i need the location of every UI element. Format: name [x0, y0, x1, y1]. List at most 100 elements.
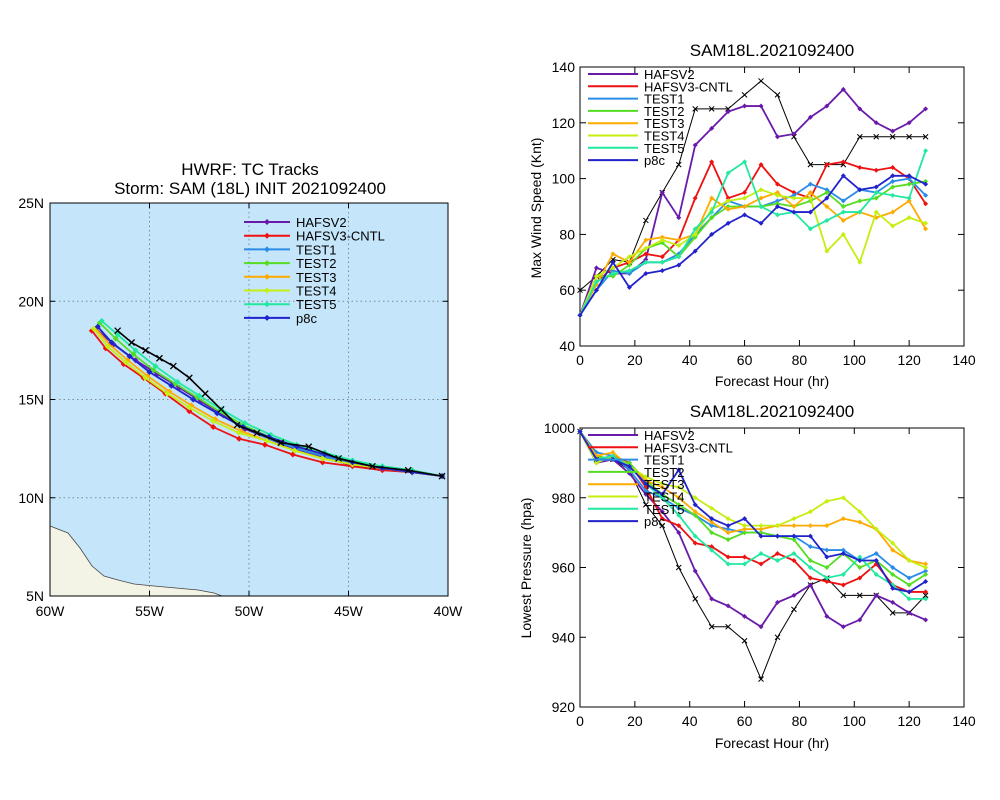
- pressure-point-best: [725, 623, 731, 630]
- track-point-best: [114, 327, 122, 335]
- wind-point-best: [873, 133, 880, 140]
- pressure-point-test1: [906, 575, 912, 581]
- wind-point-test5: [890, 192, 896, 198]
- longitude-tick-label: 55W: [135, 603, 165, 619]
- wind-point-test2: [906, 181, 912, 187]
- wind-point-test5: [725, 170, 731, 176]
- track-point-best: [169, 362, 177, 370]
- legend-marker-test2: [264, 260, 270, 267]
- legend-label-hafsv3-cntl: HAFSV3-CNTL: [644, 79, 733, 94]
- wind-point-hafsv2: [676, 215, 682, 221]
- pressure-point-test5: [923, 596, 929, 602]
- pressure-point-test4: [709, 505, 715, 511]
- track-point-best: [155, 354, 163, 362]
- wind-point-hafsv3-cntl: [725, 195, 731, 201]
- pressure-point-test2: [923, 571, 929, 577]
- pressure-point-best: [675, 564, 682, 571]
- pressure-point-p8c: [824, 554, 830, 560]
- pressure-point-hafsv3-cntl: [742, 554, 748, 560]
- wind-point-hafsv2: [873, 120, 879, 126]
- pressure-point-hafsv3-cntl: [676, 523, 682, 529]
- pressure-point-test5: [857, 554, 863, 560]
- wind-axis-ticks: 0 20 40 60 80 100 120 140 40 60 80 100 120 140: [552, 59, 976, 368]
- legend-label-hafsv2: HAFSV2: [644, 67, 695, 82]
- wind-point-test2: [840, 204, 846, 209]
- wind-point-p8c: [709, 231, 715, 237]
- wind-point-test4: [857, 259, 863, 265]
- track-series-group: [88, 317, 446, 480]
- track-point-test4: [104, 343, 111, 350]
- pressure-point-test5: [807, 565, 813, 570]
- wind-point-test3: [725, 206, 731, 212]
- pressure-point-p8c: [873, 558, 879, 564]
- legend-marker-test4: [264, 287, 270, 294]
- wind-point-test3: [890, 209, 896, 215]
- pressure-point-test5: [906, 596, 912, 602]
- wind-point-hafsv3-cntl: [758, 162, 764, 168]
- wind-point-test3: [774, 190, 780, 196]
- pressure-point-test2: [692, 512, 698, 518]
- wind-point-hafsv3-cntl: [840, 159, 846, 165]
- wind-y-tick-label: 120: [552, 115, 576, 131]
- pressure-point-test5: [725, 561, 731, 567]
- wind-point-p8c: [725, 220, 731, 226]
- wind-point-hafsv2: [725, 109, 731, 115]
- pressure-point-hafsv2: [873, 592, 879, 598]
- pressure-point-hafsv2: [742, 613, 748, 619]
- legend-marker-test3: [264, 273, 270, 280]
- track-point-p8c: [168, 382, 175, 389]
- pressure-point-test4: [873, 526, 879, 532]
- track-longitude-ticks: 60W 55W 50W 45W 40W: [36, 203, 463, 619]
- pressure-point-best: [889, 609, 896, 616]
- track-point-test5: [152, 363, 159, 370]
- wind-point-hafsv2: [774, 134, 780, 140]
- wind-chart-title: SAM18L.2021092400: [690, 41, 854, 60]
- pressure-point-p8c: [791, 533, 797, 539]
- pressure-point-test4: [890, 540, 896, 546]
- wind-point-p8c: [807, 209, 813, 215]
- pressure-point-test4: [857, 509, 863, 515]
- pressure-point-test2: [824, 565, 830, 570]
- pressure-line-best: [579, 431, 926, 681]
- wind-point-test5: [906, 195, 912, 201]
- pressure-point-test3: [840, 516, 846, 522]
- wind-point-test3: [923, 226, 929, 232]
- wind-y-tick-label: 140: [552, 59, 576, 75]
- track-point-best: [128, 339, 136, 346]
- pressure-point-test4: [676, 484, 682, 490]
- wind-point-p8c: [692, 248, 698, 254]
- wind-line-p8c: [579, 174, 927, 316]
- pressure-point-test4: [791, 516, 797, 522]
- pressure-point-test4: [923, 565, 929, 570]
- pressure-point-p8c: [659, 491, 665, 497]
- wind-point-test4: [643, 245, 649, 251]
- pressure-point-hafsv2: [840, 624, 846, 630]
- wind-x-tick-label: 20: [627, 352, 643, 368]
- track-point-test4: [142, 374, 149, 381]
- wind-point-test4: [676, 243, 682, 249]
- legend-label-test2: TEST2: [644, 104, 684, 119]
- pressure-point-test2: [890, 571, 896, 577]
- pressure-point-test5: [774, 558, 780, 564]
- wind-x-tick-label: 40: [682, 352, 698, 368]
- pressure-point-hafsv3-cntl: [791, 558, 797, 564]
- pressure-point-p8c: [676, 467, 682, 473]
- wind-line-test3: [579, 191, 927, 316]
- legend-marker-test1: [264, 246, 270, 253]
- wind-point-p8c: [643, 270, 649, 276]
- pressure-point-p8c: [643, 481, 649, 487]
- pressure-series-group: [577, 428, 929, 682]
- latitude-tick-label: 20N: [18, 293, 44, 309]
- wind-point-test2: [857, 198, 863, 204]
- pressure-point-test3: [857, 519, 863, 525]
- wind-point-test4: [758, 187, 764, 193]
- longitude-tick-label: 50W: [235, 603, 265, 619]
- wind-point-p8c: [923, 181, 929, 187]
- wind-point-test4: [626, 254, 632, 260]
- pressure-point-test3: [610, 449, 616, 455]
- legend-label-test3: TEST3: [644, 116, 684, 131]
- wind-point-hafsv3-cntl: [659, 254, 665, 260]
- legend-label-test2: TEST2: [296, 256, 336, 271]
- pressure-point-p8c: [774, 533, 780, 539]
